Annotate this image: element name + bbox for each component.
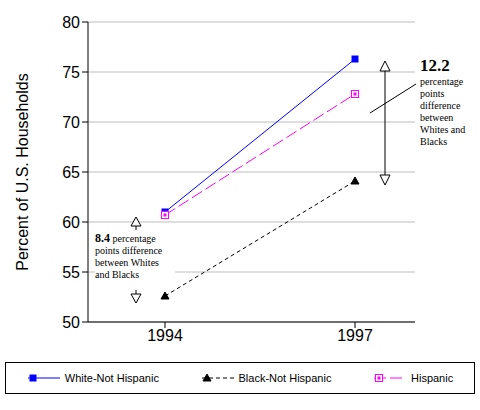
svg-text:Percent of U.S. Households: Percent of U.S. Households [14,73,31,270]
svg-text:55: 55 [62,264,80,281]
html-text:Hispanic: Hispanic [411,372,454,384]
svg-text:1994: 1994 [147,327,183,344]
svg-text:70: 70 [62,114,80,131]
html-text:Black-Not Hispanic: Black-Not Hispanic [238,372,332,384]
html-text:8.4 percentage points differen: 8.4 percentage points difference between… [95,231,163,280]
svg-text:50: 50 [62,314,80,331]
svg-text:60: 60 [62,214,80,231]
svg-text:75: 75 [62,64,80,81]
svg-text:80: 80 [62,14,80,31]
html-text:12.2: 12.2 [420,56,450,75]
html-text:percentage points difference b: percentage points difference between Whi… [420,76,466,147]
svg-text:65: 65 [62,164,80,181]
svg-text:1997: 1997 [337,327,373,344]
html-text:White-Not Hispanic: White-Not Hispanic [64,372,159,384]
